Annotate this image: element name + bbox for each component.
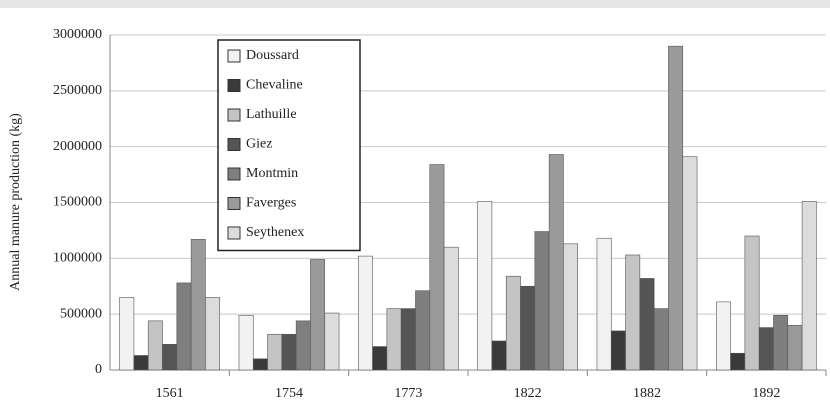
- legend-swatch: [227, 79, 241, 92]
- legend-swatch: [227, 167, 241, 181]
- bar: [773, 314, 789, 371]
- bar: [147, 320, 163, 371]
- legend-label: Doussard: [246, 48, 299, 63]
- bar: [190, 239, 206, 371]
- bar: [625, 254, 641, 371]
- bar: [491, 340, 507, 371]
- x-tick-label: 1773: [394, 386, 422, 401]
- legend-label: Faverges: [246, 196, 296, 211]
- bar: [610, 330, 626, 371]
- y-tick-label: 1500000: [53, 195, 102, 210]
- bar: [758, 327, 774, 371]
- bar: [505, 275, 521, 371]
- y-tick-label: 500000: [60, 306, 102, 321]
- bar: [162, 344, 178, 371]
- legend-swatch: [227, 197, 241, 210]
- legend-label: Giez: [246, 137, 272, 152]
- y-tick-label: 2500000: [53, 83, 102, 98]
- bar: [252, 358, 268, 371]
- legend-box: [217, 39, 361, 252]
- y-tick-label: 1000000: [53, 251, 102, 266]
- bar: [372, 346, 388, 371]
- bar: [443, 246, 459, 371]
- bar: [596, 237, 612, 371]
- bar: [653, 308, 669, 371]
- legend-label: Chevaline: [246, 78, 303, 93]
- bar: [205, 297, 221, 371]
- bar: [534, 231, 550, 371]
- bar: [176, 282, 192, 371]
- legend-label: Seythenex: [246, 225, 304, 240]
- bar: [400, 308, 416, 371]
- legend-swatch: [227, 226, 241, 240]
- bar: [787, 325, 803, 371]
- bar: [639, 278, 655, 371]
- bar: [386, 308, 402, 371]
- y-tick-label: 2000000: [53, 139, 102, 154]
- legend-label: Lathuille: [246, 107, 297, 122]
- x-tick-label: 1892: [752, 386, 780, 401]
- bar: [357, 255, 373, 371]
- bar: [682, 156, 698, 371]
- x-tick-label: 1882: [633, 386, 661, 401]
- y-tick-label: 0: [95, 362, 102, 377]
- bar: [563, 243, 579, 371]
- x-tick-label: 1561: [156, 386, 184, 401]
- bar: [477, 201, 493, 371]
- bar: [267, 333, 283, 371]
- bar: [310, 259, 326, 371]
- legend-swatch: [227, 108, 241, 122]
- bar: [730, 352, 746, 371]
- bar: [801, 201, 817, 371]
- y-tick-label: 3000000: [53, 27, 102, 42]
- bar: [238, 314, 254, 371]
- bar: [281, 333, 297, 371]
- bar: [548, 154, 564, 371]
- top-bar: [0, 0, 830, 8]
- bar: [668, 45, 684, 371]
- bar: [119, 297, 135, 371]
- legend-swatch: [227, 49, 241, 63]
- bar: [295, 320, 311, 371]
- x-tick-label: 1754: [275, 386, 303, 401]
- bar: [715, 301, 731, 371]
- bar: [429, 164, 445, 371]
- bar: [520, 285, 536, 371]
- legend-swatch: [227, 138, 241, 151]
- bar: [324, 312, 340, 371]
- bar: [744, 235, 760, 371]
- bar: [415, 290, 431, 371]
- legend-label: Montmin: [246, 166, 298, 181]
- y-axis-label: Annual manure production (kg): [8, 113, 23, 291]
- x-tick-label: 1822: [514, 386, 542, 401]
- bar: [133, 355, 149, 371]
